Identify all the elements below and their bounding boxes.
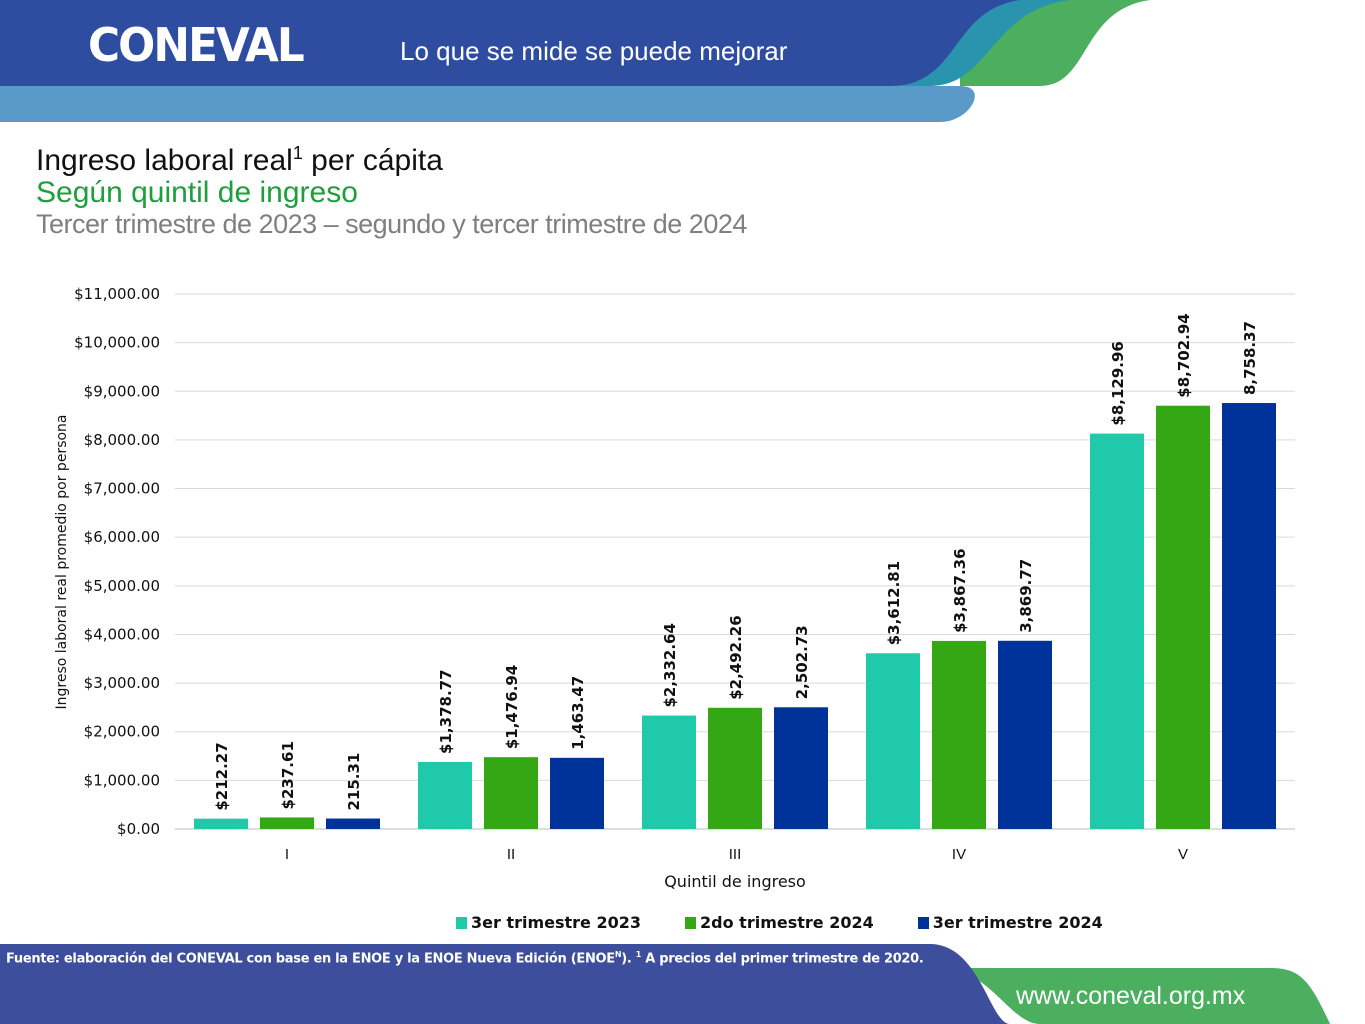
website-link[interactable]: www.coneval.org.mx xyxy=(1016,982,1246,1010)
bar xyxy=(998,640,1052,829)
tagline: Lo que se mide se puede mejorar xyxy=(400,36,788,66)
coneval-logo: CONEVAL xyxy=(88,18,305,72)
bar xyxy=(932,640,986,829)
legend-label: 2do trimestre 2024 xyxy=(700,913,874,932)
bar xyxy=(1222,403,1276,829)
data-label: $212.27 xyxy=(213,742,231,810)
title-text-end: per cápita xyxy=(302,144,443,177)
data-label: 215.31 xyxy=(345,753,363,811)
y-tick-label: $0.00 xyxy=(117,820,160,838)
title-text: Ingreso laboral real xyxy=(36,144,293,177)
bar xyxy=(418,761,472,829)
y-tick-label: $9,000.00 xyxy=(84,382,160,400)
y-tick-label: $3,000.00 xyxy=(84,674,160,692)
legend-item: 3er trimestre 2023 xyxy=(456,913,641,932)
x-tick-label: V xyxy=(1178,846,1188,863)
legend-swatch xyxy=(685,916,697,929)
bar xyxy=(642,715,696,829)
y-tick-label: $4,000.00 xyxy=(84,625,160,643)
y-tick-label: $1,000.00 xyxy=(84,771,160,789)
data-label: $1,378.77 xyxy=(437,669,455,753)
bar xyxy=(194,818,248,829)
legend-item: 2do trimestre 2024 xyxy=(685,913,874,932)
data-label: 3,869.77 xyxy=(1017,559,1035,633)
data-label: 1,463.47 xyxy=(569,676,587,750)
source-mid: ). xyxy=(621,951,636,967)
bar xyxy=(866,653,920,829)
chart-title: Ingreso laboral real1 per cápita xyxy=(36,143,443,178)
data-label: $3,612.81 xyxy=(885,561,903,645)
legend-swatch xyxy=(456,916,467,929)
bar xyxy=(1090,433,1144,829)
note-text: A precios del primer trimestre de 2020. xyxy=(641,951,924,967)
data-label: 2,502.73 xyxy=(793,625,811,699)
chart-subtitle: Según quintil de ingreso xyxy=(36,176,358,209)
bar xyxy=(484,757,538,829)
y-tick-label: $5,000.00 xyxy=(84,577,160,595)
legend: 3er trimestre 2023 2do trimestre 2024 3er … xyxy=(456,913,1147,932)
data-label: $8,702.94 xyxy=(1175,313,1193,397)
legend-item: 3er trimestre 2024 xyxy=(917,913,1103,932)
x-tick-label: II xyxy=(507,846,515,863)
data-label: $2,332.64 xyxy=(661,623,679,707)
chart-period: Tercer trimestre de 2023 – segundo y ter… xyxy=(36,209,747,239)
data-label: $8,129.96 xyxy=(1109,341,1127,425)
bar xyxy=(774,707,828,829)
bar xyxy=(1156,405,1210,829)
bar xyxy=(708,707,762,829)
x-tick-label: I xyxy=(285,846,289,863)
legend-swatch xyxy=(917,916,929,929)
bar xyxy=(550,757,604,829)
x-tick-label: IV xyxy=(952,846,966,863)
y-tick-label: $6,000.00 xyxy=(84,528,160,546)
y-tick-label: $2,000.00 xyxy=(84,723,160,741)
source-sup: N xyxy=(614,950,622,959)
legend-label: 3er trimestre 2024 xyxy=(932,913,1103,932)
data-label: 8,758.37 xyxy=(1241,321,1259,395)
data-label: $237.61 xyxy=(279,741,297,809)
y-tick-label: $7,000.00 xyxy=(84,480,160,498)
data-label: $2,492.26 xyxy=(727,615,745,699)
bar xyxy=(260,817,314,829)
title-footnote-mark: 1 xyxy=(292,143,303,163)
x-tick-label: III xyxy=(729,846,742,863)
note-sup: 1 xyxy=(635,950,642,959)
source-note: Fuente: elaboración del CONEVAL con base… xyxy=(6,950,924,966)
y-tick-label: $11,000.00 xyxy=(74,285,160,303)
source-text: Fuente: elaboración del CONEVAL con base… xyxy=(6,951,615,967)
data-label: $3,867.36 xyxy=(951,548,969,632)
legend-label: 3er trimestre 2023 xyxy=(471,913,642,932)
y-tick-label: $8,000.00 xyxy=(84,431,160,449)
x-axis-label: Quintil de ingreso xyxy=(664,872,806,891)
bar xyxy=(326,818,380,829)
data-label: $1,476.94 xyxy=(503,665,521,749)
y-axis-label: Ingreso laboral real promedio por person… xyxy=(54,414,70,709)
y-tick-label: $10,000.00 xyxy=(74,334,160,352)
